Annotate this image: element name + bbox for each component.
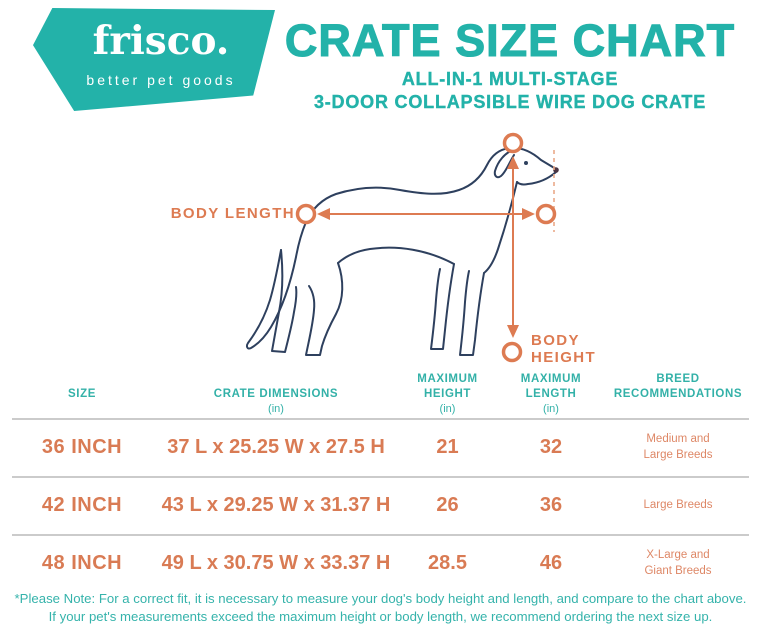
body-length-label: BODY LENGTH — [170, 205, 295, 222]
arrowhead-left — [317, 208, 330, 220]
body-height-measure — [501, 132, 524, 363]
brand-tagline: better pet goods — [86, 72, 236, 88]
footnote: *Please Note: For a correct fit, it is n… — [0, 590, 761, 626]
ground-circle-marker — [501, 341, 523, 363]
max-length-cell: 36 — [539, 494, 563, 517]
brand-name: frisco. — [92, 18, 230, 64]
max-length-cell: 32 — [539, 436, 563, 459]
arrowhead-up — [507, 156, 519, 169]
body-height-label-line2: HEIGHT — [531, 348, 597, 366]
footnote-line-1: *Please Note: For a correct fit, it is n… — [14, 591, 747, 606]
table-row: 42 INCH 43 L x 29.25 W x 31.37 H 26 36 L… — [12, 475, 749, 534]
subtitle-line-2: 3-DOOR COLLAPSIBLE WIRE DOG CRATE — [313, 91, 707, 112]
breed-cell: X-Large and Giant Breeds — [644, 549, 712, 577]
head-circle-marker — [502, 132, 524, 154]
frisco-logo: frisco. better pet goods — [33, 8, 275, 111]
size-cell: 36 INCH — [41, 436, 123, 459]
unit-label: (in) — [439, 402, 456, 415]
column-header-max-length: MAXIMUM LENGTH (in) — [495, 372, 607, 418]
table-row: 48 INCH 49 L x 30.75 W x 33.37 H 28.5 46… — [12, 533, 749, 592]
dog-hind-leg-far — [271, 249, 298, 353]
max-height-cell: 26 — [436, 494, 459, 517]
dog-ear — [493, 149, 515, 179]
body-height-label-line1: BODY — [531, 332, 580, 349]
unit-label: (in) — [268, 402, 284, 415]
page-title: CRATE SIZE CHART — [284, 15, 736, 66]
dog-tail — [246, 221, 307, 350]
column-header-breed: BREED RECOMMENDATIONS — [613, 373, 743, 400]
max-height-cell: 28.5 — [428, 552, 467, 575]
max-length-cell: 46 — [539, 552, 563, 575]
subtitle-line-1: ALL-IN-1 MULTI-STAGE — [401, 69, 619, 89]
footnote-line-2: If your pet's measurements exceed the ma… — [48, 609, 713, 625]
max-height-cell: 21 — [436, 436, 459, 459]
body-height-label: BODY HEIGHT — [531, 332, 597, 366]
body-length-measure — [295, 203, 557, 225]
dog-eye — [524, 161, 528, 165]
breed-cell: Large Breeds — [643, 499, 713, 512]
arrowhead-right — [522, 208, 535, 220]
table-header-row: SIZE CRATE DIMENSIONS (in) MAXIMUM HEIGH… — [12, 372, 749, 418]
chest-circle-marker — [535, 203, 557, 225]
dimensions-cell: 37 L x 25.25 W x 27.5 H — [167, 436, 385, 459]
column-header-dimensions: CRATE DIMENSIONS (in) — [152, 372, 400, 418]
dimensions-cell: 43 L x 29.25 W x 31.37 H — [161, 494, 391, 517]
table-row: 36 INCH 37 L x 25.25 W x 27.5 H 21 32 Me… — [12, 417, 749, 476]
column-header-max-height: MAXIMUM HEIGHT (in) — [400, 372, 495, 418]
dimensions-cell: 49 L x 30.75 W x 33.37 H — [161, 552, 391, 575]
arrowhead-down — [507, 325, 519, 338]
dog-belly — [337, 246, 455, 265]
column-header-size: SIZE — [68, 387, 96, 400]
dog-front-leg-near — [459, 270, 485, 356]
size-cell: 48 INCH — [41, 552, 123, 575]
dog-hind-leg-near — [305, 262, 344, 356]
dog-front-leg-far — [430, 263, 455, 350]
tail-circle-marker — [295, 203, 317, 225]
unit-label: (in) — [543, 402, 559, 415]
dog-jaw — [516, 171, 557, 186]
header: CRATE SIZE CHART ALL-IN-1 MULTI-STAGE 3-… — [275, 15, 745, 113]
breed-cell: Medium and Large Breeds — [643, 433, 713, 461]
size-cell: 42 INCH — [41, 494, 123, 517]
size-table: SIZE CRATE DIMENSIONS (in) MAXIMUM HEIGH… — [12, 372, 749, 592]
